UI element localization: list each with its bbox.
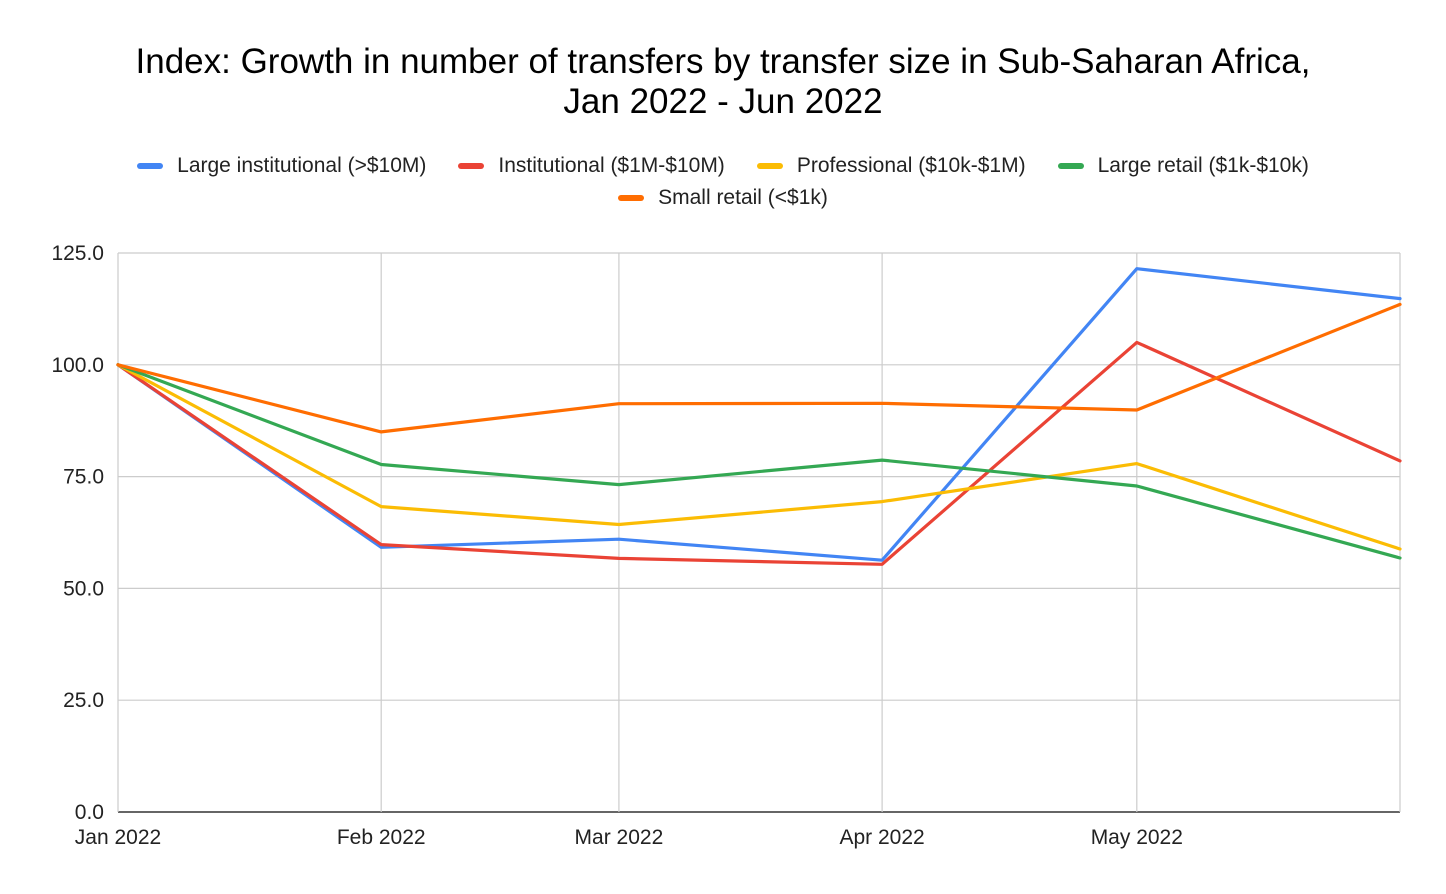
y-tick-label: 0.0	[75, 801, 104, 824]
series-line-3	[116, 363, 1402, 560]
chart-title: Index: Growth in number of transfers by …	[0, 42, 1446, 122]
chart-title-line-1: Index: Growth in number of transfers by …	[135, 42, 1311, 81]
y-tick-label: 125.0	[51, 242, 104, 265]
x-tick-label: Feb 2022	[337, 826, 426, 849]
legend-swatch-institutional	[458, 163, 485, 169]
series-line-2	[116, 363, 1402, 551]
legend-item-professional[interactable]: Professional ($10k-$1M)	[756, 154, 1026, 178]
y-tick-label: 100.0	[51, 354, 104, 377]
legend-label-large-retail: Large retail ($1k-$10k)	[1097, 154, 1309, 177]
legend-label-professional: Professional ($10k-$1M)	[796, 154, 1026, 177]
legend-item-large-institutional[interactable]: Large institutional (>$10M)	[137, 154, 426, 178]
legend-item-institutional[interactable]: Institutional ($1M-$10M)	[458, 154, 725, 178]
legend-item-large-retail[interactable]: Large retail ($1k-$10k)	[1057, 154, 1309, 178]
series-line-0	[116, 267, 1402, 562]
legend-label-large-institutional: Large institutional (>$10M)	[177, 154, 427, 177]
legend-swatch-professional	[756, 163, 783, 169]
series-line-4	[116, 302, 1402, 434]
series-line-1	[116, 340, 1402, 566]
x-tick-label: Jan 2022	[75, 826, 161, 849]
y-tick-label: 75.0	[63, 466, 104, 489]
legend-swatch-large-institutional	[137, 163, 164, 169]
y-tick-label: 50.0	[63, 577, 104, 600]
chart-legend: Large institutional (>$10M) Institutiona…	[0, 150, 1446, 214]
x-tick-label: Mar 2022	[575, 826, 664, 849]
legend-row-1: Large institutional (>$10M) Institutiona…	[0, 150, 1446, 182]
legend-label-institutional: Institutional ($1M-$10M)	[498, 154, 725, 177]
legend-swatch-large-retail	[1057, 163, 1084, 169]
chart-title-line-2: Jan 2022 - Jun 2022	[563, 82, 883, 121]
y-tick-label: 25.0	[63, 689, 104, 712]
x-tick-label: May 2022	[1091, 826, 1183, 849]
legend-swatch-small-retail	[618, 195, 645, 201]
x-tick-label: Apr 2022	[839, 826, 924, 849]
legend-label-small-retail: Small retail (<$1k)	[658, 186, 828, 209]
legend-item-small-retail[interactable]: Small retail (<$1k)	[618, 186, 828, 210]
legend-row-2: Small retail (<$1k)	[0, 182, 1446, 214]
